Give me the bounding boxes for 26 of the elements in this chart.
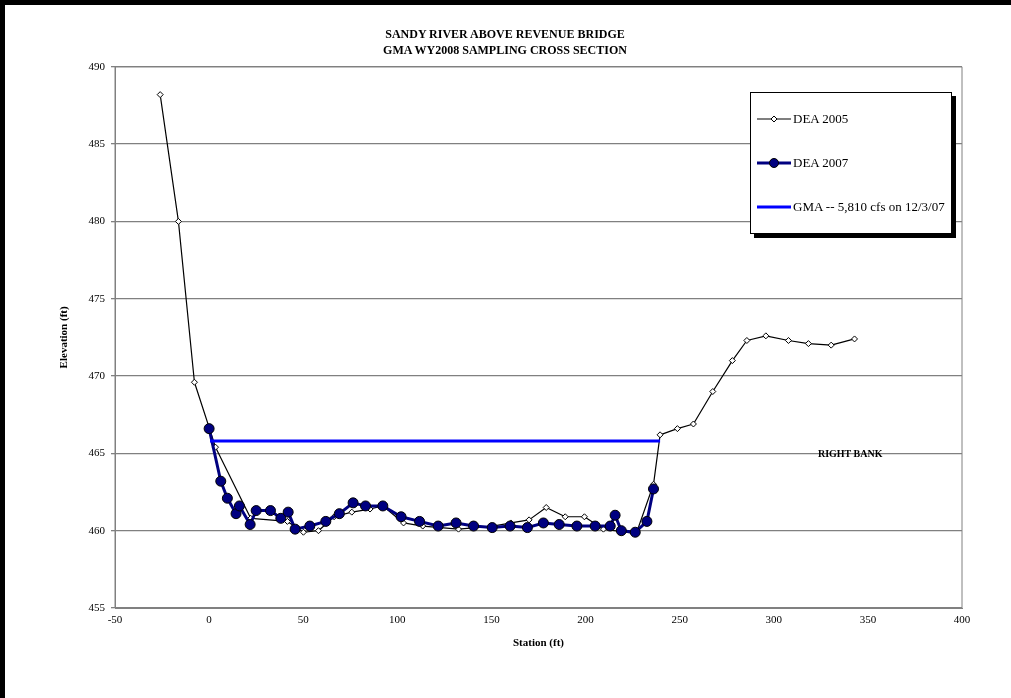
y-tick-label: 490	[88, 59, 106, 72]
y-tick-label: 485	[88, 137, 106, 149]
y-axis-title: Elevation (ft)	[57, 306, 71, 369]
y-tick-label: 480	[88, 214, 106, 227]
y-tick-label: 475	[88, 291, 106, 304]
legend-label: DEA 2007	[793, 154, 849, 171]
x-tick-label: 200	[577, 613, 595, 626]
annotation: RIGHT BANK	[817, 448, 883, 460]
x-tick-label: -50	[107, 613, 123, 626]
x-tick-label: 150	[483, 613, 501, 626]
legend-label: DEA 2005	[793, 110, 849, 127]
x-tick-label: 400	[953, 613, 971, 626]
chart-subtitle: GMA WY2008 SAMPLING CROSS SECTION	[383, 42, 628, 57]
x-tick-label: 50	[297, 613, 310, 626]
chart-title: SANDY RIVER ABOVE REVENUE BRIDGE	[385, 27, 625, 42]
x-tick-label: 100	[389, 613, 407, 626]
x-tick-label: 350	[859, 613, 877, 626]
y-tick-label: 455	[88, 600, 106, 613]
legend-label: GMA -- 5,810 cfs on 12/3/07	[793, 198, 945, 215]
x-tick-label: 250	[671, 613, 689, 626]
x-tick-label: 300	[765, 613, 783, 626]
x-tick-label: 0	[206, 613, 213, 626]
y-tick-label: 460	[88, 523, 106, 536]
x-axis-title: Station (ft)	[512, 636, 565, 650]
y-tick-label: 470	[88, 368, 106, 381]
y-tick-label: 465	[88, 446, 106, 459]
